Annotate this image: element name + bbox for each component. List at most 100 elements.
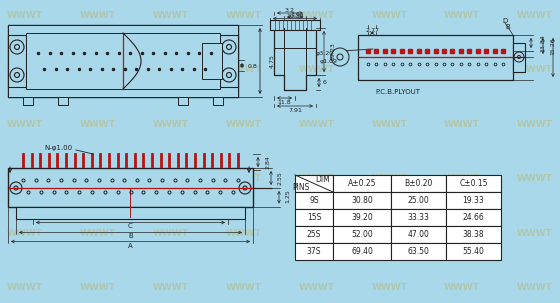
Bar [358,35,513,80]
Text: DIM: DIM [316,175,330,184]
Bar [446,209,501,226]
Text: 3.2: 3.2 [285,8,295,13]
Bar [295,209,333,226]
Text: WWWT: WWWT [153,174,189,183]
Text: 39.20: 39.20 [351,213,373,222]
Text: WWWT: WWWT [371,11,407,19]
Bar [333,243,391,260]
Text: WWWT: WWWT [153,284,189,292]
Text: B: B [128,234,133,239]
Text: WWWT: WWWT [444,174,480,183]
Bar [446,175,501,192]
Text: WWWT: WWWT [7,174,43,183]
Bar [8,25,238,97]
Text: WWWT: WWWT [298,65,334,74]
Bar [295,226,333,243]
Text: 4.75: 4.75 [269,54,274,68]
Text: 63.50: 63.50 [408,247,430,256]
Bar [26,33,220,89]
Text: WWWT: WWWT [517,284,553,292]
Text: 10.38: 10.38 [286,14,304,18]
Bar [333,175,391,192]
Text: WWWT: WWWT [153,65,189,74]
Text: 33.33: 33.33 [408,213,430,222]
Bar [391,192,446,209]
Text: C±0.15: C±0.15 [459,179,488,188]
Text: WWWT: WWWT [153,11,189,19]
Text: N-φ1.00: N-φ1.00 [44,145,72,151]
Text: WWWT: WWWT [444,120,480,129]
Text: WWWT: WWWT [517,174,553,183]
Text: WWWT: WWWT [444,229,480,238]
Text: WWWT: WWWT [226,284,262,292]
Text: WWWT: WWWT [7,11,43,19]
Bar [8,25,238,35]
Text: WWWT: WWWT [444,65,480,74]
Bar [295,192,333,209]
Bar [391,175,446,192]
Bar [295,175,333,192]
Text: WWWT: WWWT [80,120,116,129]
Text: 13.84: 13.84 [540,34,545,52]
Text: 3.6: 3.6 [290,12,300,16]
Text: PINS: PINS [292,182,310,191]
Bar [8,87,238,97]
Text: WWWT: WWWT [371,174,407,183]
Text: WWWT: WWWT [226,120,262,129]
Text: 25.00: 25.00 [408,196,430,205]
Bar [513,43,525,72]
Text: WWWT: WWWT [153,229,189,238]
Text: 47.00: 47.00 [408,230,430,239]
Text: 69.40: 69.40 [351,247,373,256]
Text: D: D [502,18,507,24]
Bar [391,226,446,243]
Bar [446,192,501,209]
Text: WWWT: WWWT [80,11,116,19]
Text: 1.25: 1.25 [286,189,291,203]
Bar [8,35,26,87]
Text: 38.38: 38.38 [463,230,484,239]
Text: 30.80: 30.80 [351,196,373,205]
Text: P.C.B.PLYOUT: P.C.B.PLYOUT [376,89,421,95]
Bar [333,192,391,209]
Text: 7.91: 7.91 [288,108,302,112]
Text: φ3.20: φ3.20 [316,51,334,55]
Text: 37S: 37S [307,247,321,256]
Text: WWWT: WWWT [517,120,553,129]
Text: 0.8: 0.8 [247,64,257,68]
Bar [8,168,253,207]
Text: WWWT: WWWT [80,229,116,238]
Bar [446,226,501,243]
Text: WWWT: WWWT [80,65,116,74]
Text: 6: 6 [323,79,327,85]
Text: WWWT: WWWT [371,65,407,74]
Text: WWWT: WWWT [371,229,407,238]
Text: WWWT: WWWT [80,174,116,183]
Text: WWWT: WWWT [517,11,553,19]
Text: B±0.20: B±0.20 [404,179,433,188]
Bar [391,243,446,260]
Bar [23,97,33,105]
Text: WWWT: WWWT [444,284,480,292]
Text: WWWT: WWWT [371,284,407,292]
Text: 2.77: 2.77 [365,28,379,32]
Text: 15.26: 15.26 [550,37,556,55]
Bar [446,243,501,260]
Text: 2.84: 2.84 [265,155,270,169]
Text: WWWT: WWWT [517,229,553,238]
Text: WWWT: WWWT [517,65,553,74]
Text: 9S: 9S [309,196,319,205]
Text: 24.66: 24.66 [463,213,484,222]
Text: 52.00: 52.00 [351,230,373,239]
Text: WWWT: WWWT [7,65,43,74]
Text: WWWT: WWWT [298,11,334,19]
Text: φ1.09: φ1.09 [320,59,338,65]
Text: 2.55: 2.55 [278,171,282,185]
Bar [213,97,223,105]
Text: WWWT: WWWT [226,229,262,238]
Text: 19.23: 19.23 [330,42,335,60]
Text: WWWT: WWWT [298,174,334,183]
Text: WWWT: WWWT [226,65,262,74]
Bar [333,209,391,226]
Bar [295,243,333,260]
